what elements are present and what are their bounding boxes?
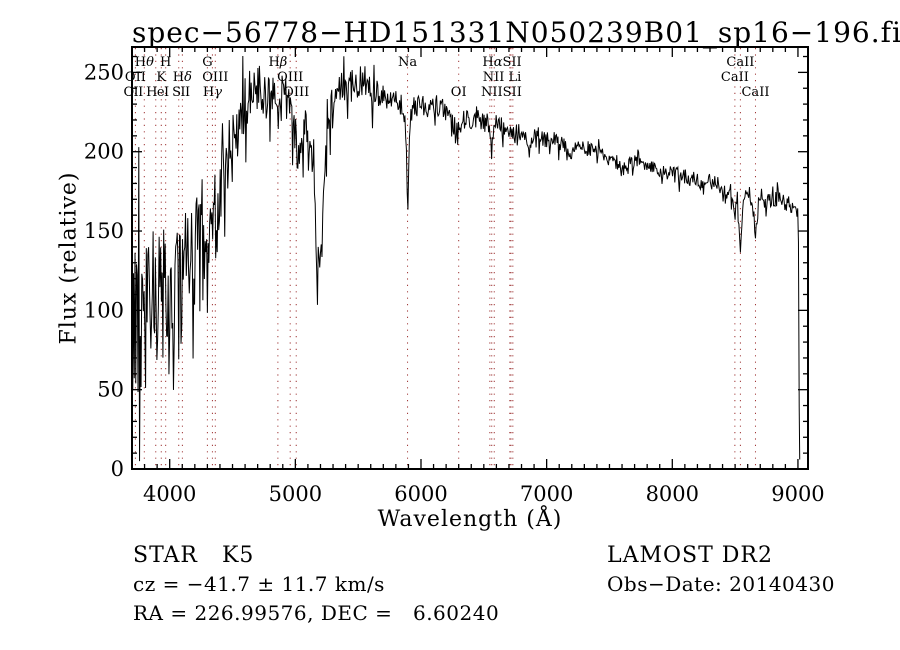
spectral-line-label: NII Li [483, 70, 522, 85]
spectral-line-label: OIII [283, 85, 309, 100]
y-tick-label: 150 [84, 219, 124, 243]
x-tick-label: 6000 [394, 482, 447, 506]
cz-line: cz = −41.7 ± 11.7 km/s [133, 572, 385, 596]
spectral-line-label: Hβ [268, 55, 287, 70]
y-tick-label: 100 [84, 298, 124, 322]
spectral-line-label: OII HeI SII [123, 85, 190, 100]
object-subclass: K5 [222, 543, 255, 568]
x-tick-label: 4000 [143, 482, 196, 506]
x-tick-label: 9000 [771, 482, 824, 506]
object-class-line: STAR K5 [133, 543, 254, 568]
obs-date-line: Obs−Date: 20140430 [607, 572, 835, 596]
survey-label: LAMOST DR2 [607, 543, 773, 568]
spectral-line-label: Na [398, 55, 417, 70]
spectral-line-label: NIISII [481, 85, 522, 100]
spectral-line-label: G [202, 55, 212, 70]
spectral-line-label: OI [451, 85, 467, 100]
x-axis-tick-labels: 4000 5000 6000 7000 8000 9000 [143, 482, 825, 506]
spectral-line-label: CaII [726, 55, 754, 70]
spectral-line-label: OIII [202, 70, 228, 85]
spectral-line-label: H [160, 55, 171, 70]
y-tick-label: 50 [97, 378, 124, 402]
y-tick-label: 250 [84, 60, 124, 84]
axis-ticks [131, 47, 808, 470]
spectral-line-label: CaII [721, 70, 749, 85]
object-class: STAR [133, 543, 198, 568]
spectral-line-label: Hγ [203, 85, 222, 100]
spectral-line-label: HαSII [482, 55, 521, 70]
spectral-line-label: Hδ [173, 70, 192, 85]
y-tick-label: 0 [111, 457, 124, 481]
spectral-line-label: CaII [741, 85, 769, 100]
spectrum-line [132, 56, 801, 462]
figure-title: spec−56778−HD151331N050239B01_sp16−196.f… [132, 16, 900, 49]
plot-frame [131, 46, 809, 470]
x-tick-label: 5000 [269, 482, 322, 506]
y-axis-tick-labels: 0 50 100 150 200 250 [84, 60, 124, 481]
ra-dec-line: RA = 226.99576, DEC = 6.60240 [133, 601, 500, 625]
x-tick-label: 7000 [520, 482, 573, 506]
spectral-line-label: K [156, 70, 166, 85]
spectral-line-label: OIII [277, 70, 303, 85]
y-tick-label: 200 [84, 140, 124, 164]
wavelength-axis-title: Wavelength (Å) [377, 507, 563, 532]
spectral-line-label: Hθ [135, 55, 154, 70]
spectral-line-label: OII [125, 70, 146, 85]
x-tick-label: 8000 [646, 482, 699, 506]
flux-axis-title: Flux (relative) [56, 171, 82, 345]
